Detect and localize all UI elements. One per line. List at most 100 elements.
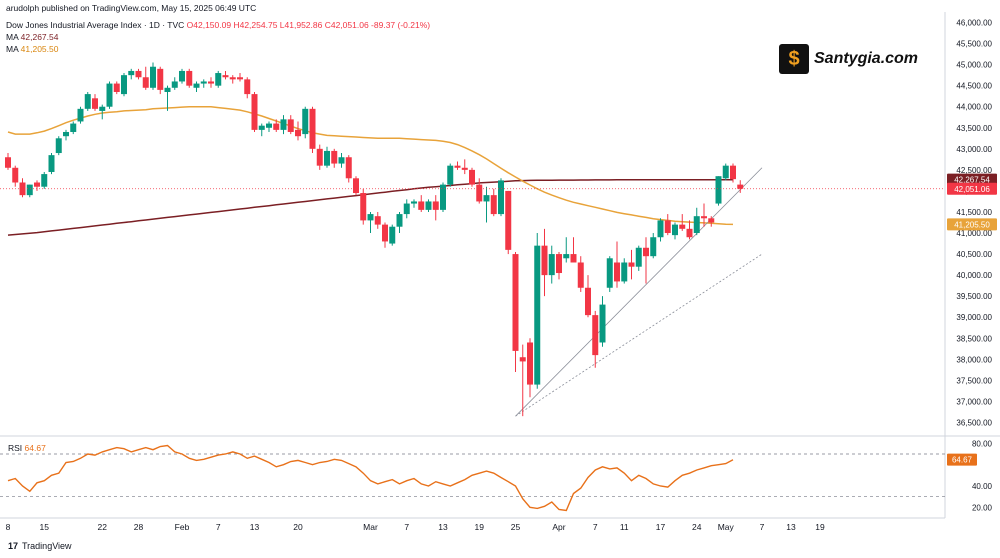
candle bbox=[19, 178, 26, 198]
candle bbox=[592, 310, 599, 368]
candle bbox=[730, 163, 736, 183]
candle bbox=[563, 237, 570, 263]
ohlc-legend: Dow Jones Industrial Average Index · 1D … bbox=[6, 20, 430, 30]
candle-body bbox=[382, 224, 388, 242]
candle bbox=[490, 188, 497, 217]
candle-body bbox=[592, 315, 599, 356]
candle-body bbox=[628, 262, 635, 267]
candle bbox=[222, 70, 229, 80]
candle-body bbox=[287, 119, 294, 132]
time-tick-label: 13 bbox=[250, 522, 260, 532]
candle bbox=[461, 159, 468, 175]
candle bbox=[657, 218, 664, 242]
candle bbox=[708, 216, 715, 227]
candle bbox=[672, 222, 678, 240]
candle bbox=[614, 241, 620, 288]
candle-body bbox=[722, 165, 729, 179]
candle-body bbox=[331, 150, 338, 164]
time-tick-label: Feb bbox=[175, 522, 190, 532]
price-label: 41,205.50 bbox=[954, 220, 990, 229]
candle bbox=[41, 171, 48, 189]
ma200-value: 42,267.54 bbox=[20, 32, 59, 42]
time-tick-label: 28 bbox=[134, 522, 144, 532]
candle-body bbox=[643, 247, 649, 257]
candle-body bbox=[222, 75, 229, 78]
candle bbox=[606, 256, 613, 292]
candle-body bbox=[229, 77, 236, 80]
candle-body bbox=[686, 228, 693, 238]
ma50-legend[interactable]: MA 41,205.50 bbox=[6, 44, 58, 54]
low-value: L41,952.86 bbox=[279, 20, 323, 30]
rsi-label-bg bbox=[947, 453, 977, 466]
candle-body bbox=[186, 70, 193, 86]
candle-body bbox=[541, 245, 548, 276]
candle-body bbox=[34, 182, 40, 187]
candle-body bbox=[215, 73, 222, 86]
candle bbox=[425, 199, 432, 212]
price-tick-label: 40,000.00 bbox=[956, 271, 992, 280]
candle-body bbox=[5, 157, 11, 168]
candle bbox=[208, 77, 214, 88]
price-tick-label: 38,000.00 bbox=[956, 355, 992, 364]
ma200-label: MA bbox=[6, 32, 19, 42]
candle bbox=[179, 68, 185, 84]
candle bbox=[374, 211, 381, 229]
candle bbox=[164, 85, 171, 111]
time-tick-label: 24 bbox=[692, 522, 702, 532]
candle bbox=[193, 81, 200, 92]
candle bbox=[432, 195, 439, 221]
rsi-legend[interactable]: RSI 64.67 bbox=[8, 443, 46, 453]
candle-body bbox=[353, 178, 359, 194]
candle bbox=[142, 66, 149, 90]
candle-body bbox=[26, 184, 33, 196]
ma200-legend[interactable]: MA 42,267.54 bbox=[6, 32, 58, 42]
candle-body bbox=[469, 169, 475, 185]
candle-body bbox=[280, 119, 287, 130]
time-tick-label: Mar bbox=[363, 522, 378, 532]
candle-body bbox=[48, 155, 55, 172]
candle bbox=[99, 104, 106, 120]
candle bbox=[84, 91, 91, 111]
candle-body bbox=[425, 201, 432, 210]
candle-body bbox=[534, 245, 541, 385]
candle-body bbox=[360, 193, 367, 221]
candle bbox=[244, 77, 251, 99]
symbol-name[interactable]: Dow Jones Industrial Average Index · 1D … bbox=[6, 20, 185, 30]
candle bbox=[556, 251, 562, 280]
watermark-text: Santygia.com bbox=[814, 50, 919, 67]
candle bbox=[396, 211, 403, 234]
candle bbox=[527, 338, 533, 398]
candle bbox=[483, 186, 490, 223]
watermark-logo: $ Santygia.com bbox=[779, 44, 918, 74]
candle bbox=[302, 106, 309, 139]
candle bbox=[454, 161, 461, 170]
candle bbox=[382, 222, 388, 248]
candle bbox=[715, 176, 722, 206]
price-tick-label: 44,000.00 bbox=[956, 103, 992, 112]
price-tick-label: 45,000.00 bbox=[956, 61, 992, 70]
candle-body bbox=[556, 254, 562, 274]
candle bbox=[135, 68, 142, 80]
price-label-bg bbox=[947, 173, 997, 186]
time-tick-label: Apr bbox=[552, 522, 565, 532]
candle bbox=[12, 165, 19, 187]
candle-body bbox=[621, 262, 628, 282]
candle bbox=[92, 94, 98, 111]
price-tick-label: 45,500.00 bbox=[956, 40, 992, 49]
rsi-line bbox=[7, 444, 734, 512]
high-value: H42,254.75 bbox=[233, 20, 278, 30]
tradingview-footer[interactable]: 17 TradingView bbox=[8, 541, 72, 551]
candle-body bbox=[519, 357, 526, 362]
candle-body bbox=[650, 237, 657, 257]
candle-body bbox=[701, 216, 707, 219]
candle bbox=[26, 184, 33, 198]
candle-body bbox=[498, 180, 504, 215]
candle bbox=[411, 199, 417, 208]
price-tick-label: 38,500.00 bbox=[956, 334, 992, 343]
candle bbox=[548, 245, 555, 284]
candle bbox=[48, 153, 55, 175]
candle-body bbox=[295, 129, 301, 137]
candle-body bbox=[200, 81, 207, 84]
price-tick-label: 37,000.00 bbox=[956, 397, 992, 406]
